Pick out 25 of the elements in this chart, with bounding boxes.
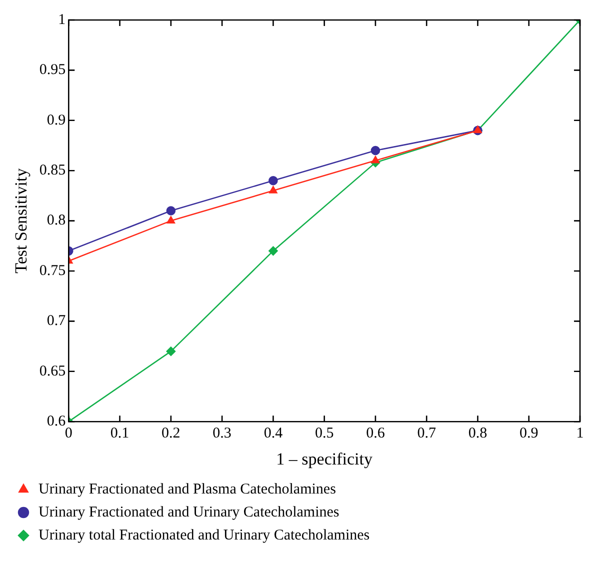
x-tick-label: 1: [576, 426, 584, 442]
x-tick-label: 0.1: [110, 426, 130, 442]
x-tick-label: 0.6: [366, 426, 386, 442]
x-axis-title: 1 – specificity: [276, 449, 373, 468]
x-tick-label: 0.3: [212, 426, 232, 442]
y-axis-title: Test Sensitivity: [12, 168, 31, 274]
y-tick-label: 0.8: [46, 212, 66, 229]
y-tick-label: 0.85: [39, 162, 66, 179]
legend-label: Urinary Fractionated and Plasma Catecholamines: [38, 481, 336, 498]
y-tick-label: 0.7: [46, 313, 66, 330]
y-tick-label: 0.9: [46, 112, 66, 128]
x-tick-label: 0.8: [468, 426, 488, 442]
y-tick-label: 0.95: [39, 62, 66, 78]
x-tick-label: 0.5: [314, 426, 334, 442]
x-tick-label: 0: [64, 426, 72, 442]
x-tick-label: 0.9: [519, 426, 538, 442]
legend-label: Urinary total Fractionated and Urinary Catecholamines: [38, 527, 370, 544]
x-tick-label: 0.7: [417, 426, 436, 442]
legend-label: Urinary Fractionated and Urinary Catecholamines: [38, 504, 340, 520]
x-tick-label: 0.4: [264, 426, 284, 442]
y-tick-label: 1: [58, 12, 66, 28]
x-tick-label: 0.2: [162, 426, 180, 442]
y-tick-label: 0.65: [39, 363, 66, 380]
y-tick-label: 0.75: [39, 262, 66, 279]
y-tick-label: 0.6: [46, 414, 66, 430]
